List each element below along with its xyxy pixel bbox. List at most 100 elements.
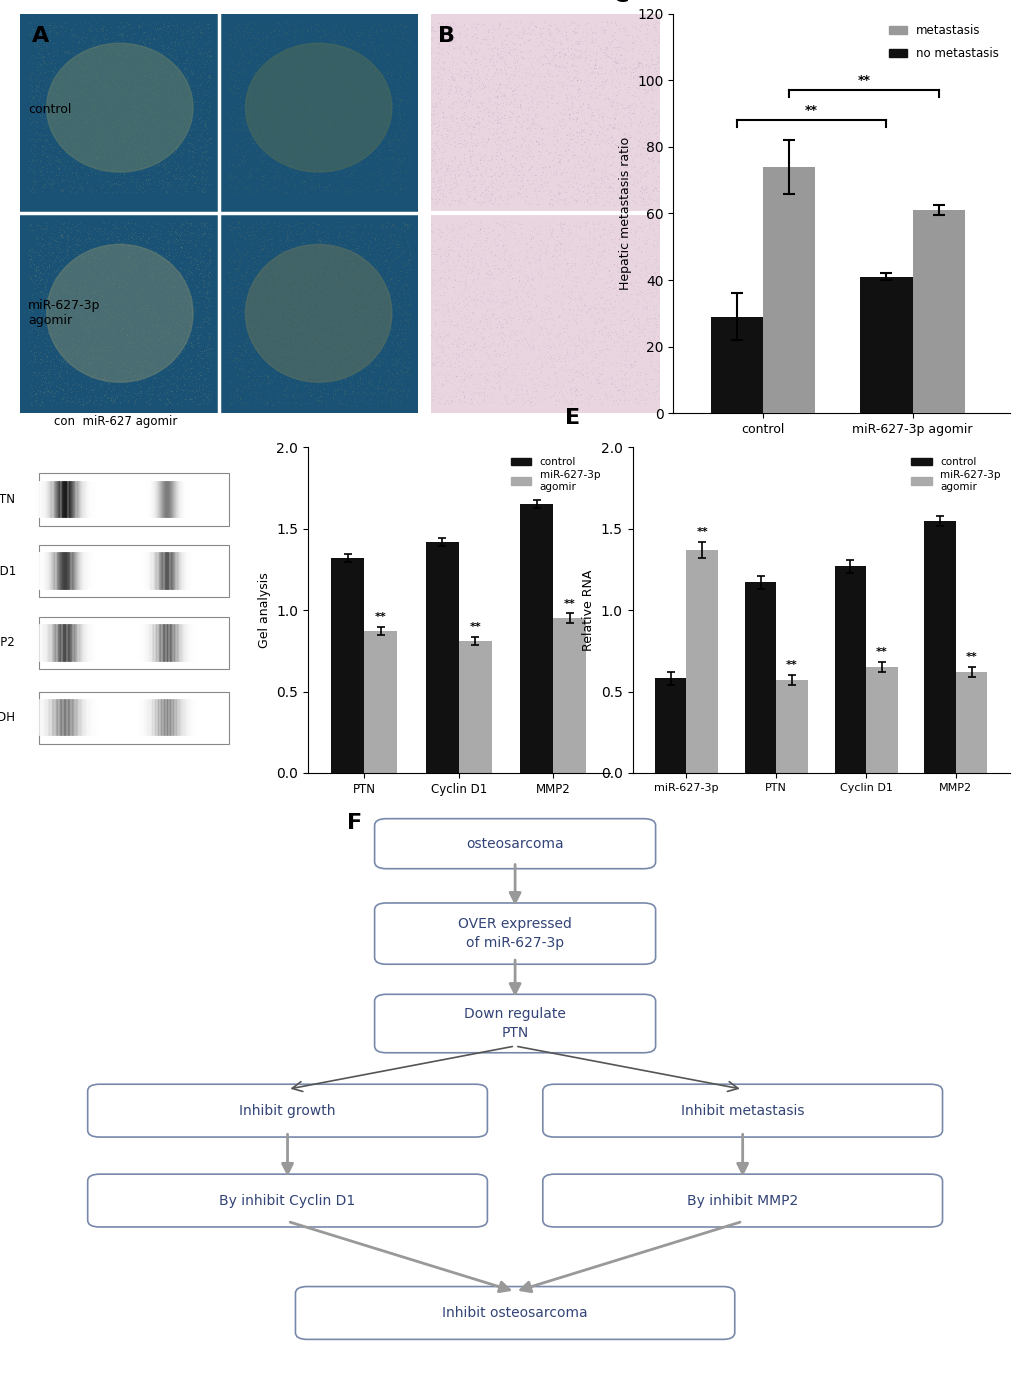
Point [85, 306, 101, 328]
Point [287, 391, 304, 414]
Point [316, 24, 332, 46]
Point [379, 282, 395, 304]
Point [154, 344, 170, 366]
Point [488, 391, 504, 414]
Point [598, 256, 614, 278]
Point [342, 214, 359, 236]
Point [453, 224, 470, 246]
Point [66, 25, 83, 47]
Point [277, 249, 293, 271]
Point [537, 382, 553, 404]
Point [547, 373, 564, 396]
Point [502, 351, 519, 373]
Point [74, 337, 91, 360]
Point [589, 282, 605, 304]
Point [21, 129, 38, 151]
Point [380, 129, 396, 151]
Point [428, 217, 444, 239]
Point [286, 266, 303, 288]
Point [431, 364, 447, 386]
Point [69, 68, 86, 90]
Point [614, 137, 631, 159]
Point [611, 48, 628, 71]
Point [630, 252, 646, 274]
Point [339, 220, 356, 242]
Point [581, 249, 597, 271]
Point [118, 178, 135, 201]
Point [440, 43, 457, 65]
Point [612, 271, 629, 293]
Point [344, 97, 361, 119]
Point [618, 301, 634, 324]
Point [222, 14, 238, 36]
Point [634, 194, 650, 216]
Point [114, 317, 130, 339]
Point [357, 19, 373, 41]
Point [527, 270, 543, 292]
Point [41, 362, 57, 384]
Point [59, 390, 75, 412]
Point [77, 40, 94, 62]
Point [261, 154, 277, 176]
Point [181, 315, 198, 337]
Point [614, 373, 631, 396]
Point [53, 66, 69, 89]
Point [633, 53, 649, 75]
Point [635, 322, 651, 344]
Point [263, 286, 279, 308]
Point [198, 386, 214, 408]
Point [32, 51, 48, 73]
Point [59, 43, 75, 65]
Point [386, 311, 403, 333]
Point [182, 349, 199, 371]
Point [542, 65, 558, 87]
Point [223, 349, 239, 371]
Point [532, 176, 548, 198]
Point [102, 116, 118, 138]
Point [68, 340, 85, 362]
Point [249, 368, 265, 390]
Point [40, 371, 56, 393]
Point [97, 130, 113, 152]
Point [139, 170, 155, 192]
Point [326, 24, 342, 46]
Point [235, 271, 252, 293]
Point [67, 126, 84, 148]
Point [39, 106, 55, 129]
Point [279, 339, 296, 361]
Point [171, 332, 187, 354]
Point [630, 177, 646, 199]
Point [296, 61, 312, 83]
Point [115, 24, 131, 46]
Point [488, 326, 504, 349]
Point [43, 95, 59, 118]
Point [431, 91, 447, 113]
Point [467, 32, 483, 54]
Point [112, 174, 128, 196]
Point [248, 75, 264, 97]
Point [647, 303, 663, 325]
Point [448, 293, 465, 315]
Point [313, 17, 329, 39]
Point [288, 57, 305, 79]
Point [254, 48, 270, 71]
Point [149, 55, 165, 77]
Point [549, 72, 566, 94]
Point [613, 337, 630, 360]
Point [541, 319, 557, 342]
Point [612, 379, 629, 401]
Point [625, 44, 641, 66]
Point [448, 171, 465, 194]
Point [629, 18, 645, 40]
Point [106, 390, 122, 412]
Point [144, 46, 160, 68]
Point [468, 24, 484, 46]
Point [593, 310, 609, 332]
Point [277, 223, 293, 245]
Point [610, 389, 627, 411]
Point [255, 238, 271, 260]
Point [546, 383, 562, 405]
Point [606, 332, 623, 354]
Point [593, 144, 609, 166]
Point [198, 344, 214, 366]
